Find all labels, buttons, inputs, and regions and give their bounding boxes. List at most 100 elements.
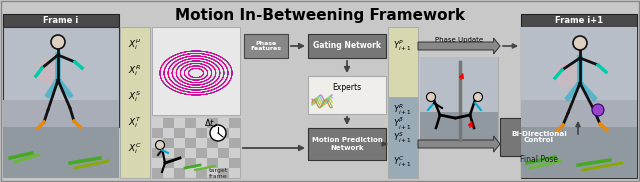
Bar xyxy=(163,128,174,138)
Bar xyxy=(218,148,229,158)
Circle shape xyxy=(38,60,62,84)
Bar xyxy=(218,168,229,178)
Bar xyxy=(229,118,240,128)
Bar xyxy=(521,100,637,127)
Bar xyxy=(185,118,196,128)
Bar xyxy=(207,158,218,168)
Bar xyxy=(163,148,174,158)
Circle shape xyxy=(592,104,604,116)
Bar xyxy=(152,158,163,168)
Bar xyxy=(420,57,498,145)
Bar xyxy=(388,97,418,178)
Bar xyxy=(196,168,207,178)
Bar xyxy=(196,138,207,148)
Bar xyxy=(218,138,229,148)
Bar xyxy=(500,118,578,156)
Bar xyxy=(218,118,229,128)
Bar xyxy=(229,148,240,158)
Bar xyxy=(207,128,218,138)
Bar xyxy=(308,128,386,160)
Text: Phase Update: Phase Update xyxy=(435,37,483,43)
Bar xyxy=(229,158,240,168)
Text: Phase
Features: Phase Features xyxy=(250,41,282,51)
Text: $\Delta t$: $\Delta t$ xyxy=(204,116,216,128)
Bar xyxy=(3,14,119,27)
Bar xyxy=(196,128,207,138)
Bar xyxy=(174,138,185,148)
Bar xyxy=(174,158,185,168)
Bar xyxy=(207,168,218,178)
Bar xyxy=(196,148,207,158)
Bar xyxy=(174,118,185,128)
Polygon shape xyxy=(418,136,500,152)
Text: Final Pose: Final Pose xyxy=(520,155,558,165)
Circle shape xyxy=(426,92,435,102)
Text: $X_i^{C}$: $X_i^{C}$ xyxy=(128,142,142,157)
Bar xyxy=(152,27,240,115)
Text: $Y_{i+1}^{R}$: $Y_{i+1}^{R}$ xyxy=(394,102,413,117)
Bar xyxy=(218,128,229,138)
Circle shape xyxy=(573,36,587,50)
Bar xyxy=(207,138,218,148)
Bar xyxy=(207,118,218,128)
Bar xyxy=(174,128,185,138)
Text: $X_i^{S}$: $X_i^{S}$ xyxy=(129,90,141,104)
Bar xyxy=(174,168,185,178)
Bar xyxy=(163,158,174,168)
Bar xyxy=(185,158,196,168)
Circle shape xyxy=(474,92,483,102)
Text: $Y_{i+1}^{\beta}$: $Y_{i+1}^{\beta}$ xyxy=(394,116,413,132)
Text: Frame i+1: Frame i+1 xyxy=(555,16,603,25)
Text: Experts: Experts xyxy=(332,83,362,92)
Bar xyxy=(185,138,196,148)
Text: $Y_{i+1}^{S}$: $Y_{i+1}^{S}$ xyxy=(394,130,413,145)
Bar xyxy=(152,128,163,138)
Bar xyxy=(152,148,163,158)
Bar xyxy=(207,148,218,158)
Bar xyxy=(152,138,163,148)
Text: $X_i^{T}$: $X_i^{T}$ xyxy=(128,116,142,130)
Bar xyxy=(308,34,386,58)
Bar xyxy=(218,158,229,168)
Bar xyxy=(420,112,498,145)
Bar xyxy=(185,148,196,158)
Bar xyxy=(229,138,240,148)
Bar xyxy=(244,34,288,58)
Bar xyxy=(196,118,207,128)
Circle shape xyxy=(555,64,577,86)
Circle shape xyxy=(156,141,164,149)
Text: $Y_{i+1}^{P}$: $Y_{i+1}^{P}$ xyxy=(394,39,413,54)
Bar xyxy=(229,128,240,138)
Bar xyxy=(120,27,150,178)
Bar xyxy=(521,27,637,127)
Circle shape xyxy=(51,35,65,49)
Bar xyxy=(185,168,196,178)
Polygon shape xyxy=(418,38,500,54)
Text: $X_i^{R}$: $X_i^{R}$ xyxy=(129,64,141,78)
Text: Frame i: Frame i xyxy=(44,16,79,25)
Bar xyxy=(174,148,185,158)
Bar xyxy=(521,14,637,27)
Bar xyxy=(3,127,119,178)
Text: Motion In-Betweening Framework: Motion In-Betweening Framework xyxy=(175,8,465,23)
Bar xyxy=(152,118,163,128)
Bar xyxy=(420,57,498,112)
Text: $Y_{i+1}^{C}$: $Y_{i+1}^{C}$ xyxy=(394,155,413,169)
Bar xyxy=(521,27,637,178)
Bar xyxy=(196,158,207,168)
Bar xyxy=(229,168,240,178)
Bar xyxy=(163,138,174,148)
Text: target
frame: target frame xyxy=(209,168,228,179)
Bar xyxy=(388,27,418,97)
Bar xyxy=(185,128,196,138)
Text: $X_i^{\mu}$: $X_i^{\mu}$ xyxy=(129,37,141,52)
Text: Gating Network: Gating Network xyxy=(313,41,381,50)
Bar xyxy=(163,118,174,128)
Bar xyxy=(3,27,119,127)
Bar xyxy=(3,100,119,127)
Circle shape xyxy=(210,125,226,141)
Bar xyxy=(521,127,637,178)
Bar xyxy=(308,76,386,114)
Text: Bi-Directional
Control: Bi-Directional Control xyxy=(511,130,567,143)
Bar xyxy=(152,118,240,178)
